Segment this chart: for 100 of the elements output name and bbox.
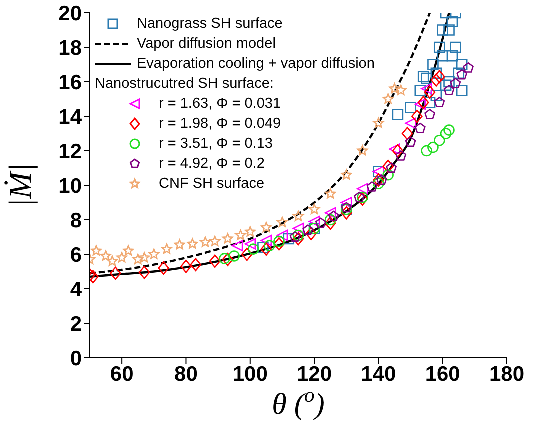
point — [138, 266, 150, 280]
point — [453, 68, 465, 80]
point — [440, 80, 452, 92]
point — [187, 238, 198, 249]
point — [210, 236, 221, 246]
point — [162, 244, 172, 254]
point — [463, 62, 474, 73]
point — [434, 135, 446, 146]
point — [373, 174, 384, 187]
legend-label: Vapor diffusion model — [137, 35, 276, 54]
point — [421, 83, 432, 95]
point — [392, 144, 404, 158]
point — [456, 84, 468, 96]
point — [328, 210, 340, 222]
point — [430, 68, 442, 80]
x-tick-label: 80 — [174, 362, 198, 386]
legend-label: Evaporation cooling + vapor diffusion — [137, 55, 375, 74]
y-tick-label: 18 — [58, 36, 82, 60]
x-tick-label: 140 — [361, 362, 396, 386]
point — [325, 188, 336, 199]
point — [309, 204, 320, 214]
x-tick-label: 160 — [425, 362, 460, 386]
legend-label: r = 1.63, Φ = 0.031 — [159, 95, 282, 114]
x-tick-label: 60 — [110, 362, 134, 386]
point — [386, 162, 397, 173]
point — [222, 233, 234, 244]
point — [428, 142, 439, 154]
point — [292, 230, 304, 242]
legend-label: CNF SH surface — [159, 175, 265, 194]
point — [235, 230, 246, 240]
point — [292, 232, 304, 246]
x-axis-title: θ ($^{o}$) — [272, 383, 325, 421]
legend-label: r = 4.92, Φ = 0.2 — [159, 155, 265, 174]
point — [277, 216, 288, 228]
point — [382, 160, 394, 174]
point — [434, 70, 446, 84]
point — [366, 182, 378, 192]
x-tick-label: 180 — [489, 362, 525, 386]
legend-title: Nanostrucutred SH surface: — [94, 75, 275, 94]
point — [421, 145, 432, 157]
point — [139, 252, 150, 263]
point — [292, 222, 304, 234]
point — [357, 192, 368, 206]
point — [382, 170, 394, 181]
legend-label: r = 3.51, Φ = 0.13 — [159, 135, 273, 154]
point — [158, 262, 170, 275]
point — [430, 90, 442, 102]
point — [450, 78, 462, 88]
point — [434, 97, 446, 108]
point — [444, 84, 455, 96]
point — [412, 110, 423, 124]
point — [302, 224, 314, 236]
point — [316, 218, 326, 228]
y-tick-label: 20 — [58, 2, 82, 26]
y-tick-label: 0 — [70, 347, 82, 370]
point — [446, 50, 458, 62]
y-tick-label: 6 — [70, 244, 82, 267]
point — [421, 72, 432, 84]
y-tick-label: 12 — [58, 140, 82, 164]
point — [341, 202, 352, 213]
point — [414, 122, 426, 134]
point — [357, 145, 368, 156]
point — [306, 227, 317, 240]
point — [434, 42, 446, 54]
point — [357, 192, 368, 204]
point — [219, 253, 230, 264]
point — [242, 248, 253, 262]
point — [244, 226, 256, 237]
point — [274, 236, 285, 248]
point — [392, 109, 404, 120]
point — [260, 235, 272, 246]
point — [437, 50, 448, 62]
point — [91, 245, 102, 256]
point — [100, 250, 112, 261]
point — [283, 233, 295, 245]
point — [264, 240, 276, 252]
y-tick-label: 10 — [58, 174, 82, 198]
point — [276, 230, 288, 242]
point — [444, 76, 455, 88]
y-tick-label: 16 — [58, 71, 82, 94]
x-tick-label: 120 — [297, 362, 332, 386]
point — [324, 207, 336, 219]
point — [456, 59, 468, 70]
point — [430, 74, 442, 87]
point — [107, 256, 118, 266]
point — [180, 260, 192, 274]
point — [190, 258, 202, 272]
point — [148, 248, 160, 260]
point — [389, 83, 400, 94]
point — [437, 24, 448, 36]
y-tick-label: 4 — [70, 278, 82, 302]
point — [308, 216, 320, 228]
point — [174, 239, 186, 250]
point — [222, 253, 234, 266]
point — [357, 183, 368, 195]
point — [341, 170, 352, 180]
legend-label: Nanograss SH surface — [137, 15, 283, 34]
point — [340, 197, 352, 208]
point — [444, 124, 455, 136]
point — [232, 240, 244, 252]
